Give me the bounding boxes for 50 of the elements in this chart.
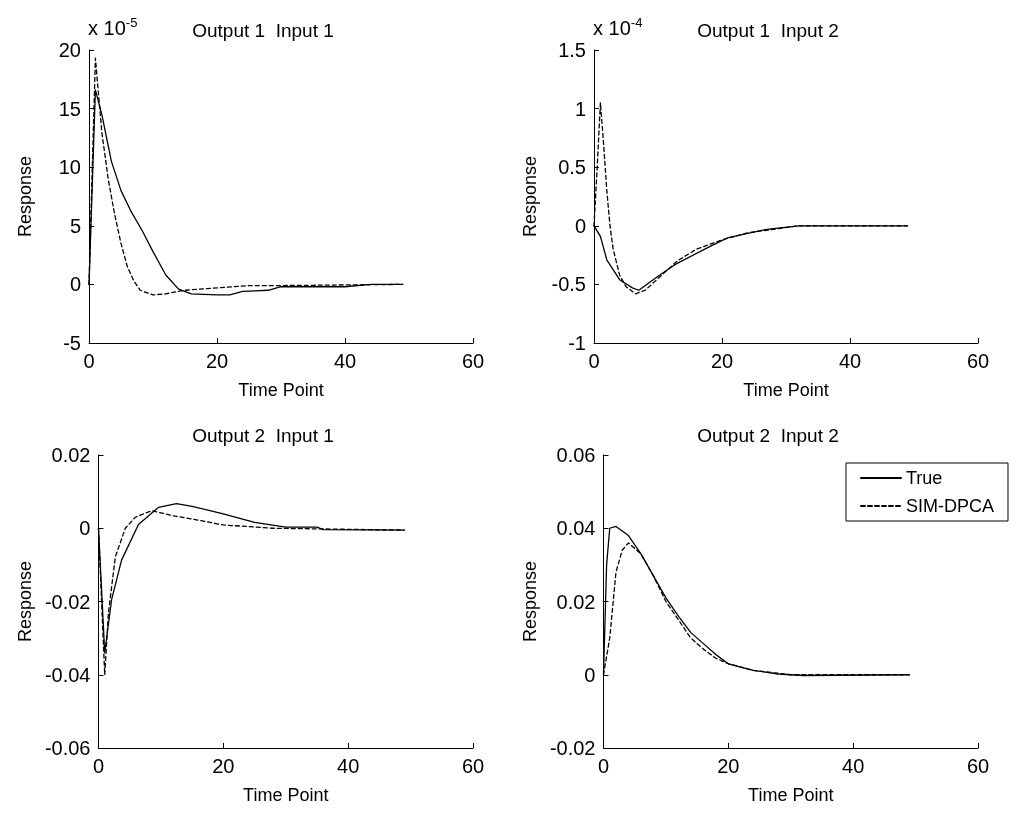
legend-label: SIM-DPCA: [906, 496, 995, 516]
chart-title: Output 1 Input 1: [192, 20, 334, 41]
y-tick-label: 20: [58, 39, 81, 61]
chart-title: Output 2 Input 1: [192, 425, 334, 446]
y-tick-label: 0: [574, 214, 586, 237]
x-tick-label: 0: [597, 755, 610, 777]
y-tick-label: -0.02: [44, 590, 91, 613]
x-tick-label: 40: [842, 755, 865, 777]
y-axis-title: Response: [15, 155, 35, 238]
x-tick-label: 60: [461, 350, 485, 372]
y-axis-title: Response: [15, 560, 35, 643]
x-tick-label: 60: [966, 755, 990, 777]
y-tick-label: 1: [574, 97, 586, 120]
y-tick-label: 0.5: [558, 156, 586, 179]
y-axis-title: Response: [520, 155, 540, 238]
y-tick-label: 0.06: [556, 444, 596, 466]
x-tick-label: 40: [337, 755, 360, 777]
y-tick-label: 5: [69, 214, 81, 237]
y-tick-label: -0.04: [44, 663, 91, 686]
y-tick-label: 15: [58, 97, 81, 120]
y-axis-title: Response: [520, 560, 540, 643]
y-tick-label: -5: [63, 332, 81, 354]
chart-title: Output 2 Input 2: [697, 425, 839, 446]
y-tick-label: 0.02: [51, 444, 91, 466]
x-tick-label: 20: [205, 350, 229, 372]
y-tick-label: 0: [69, 273, 81, 296]
x-axis-title: Time Point: [748, 785, 834, 805]
x-tick-label: 40: [333, 350, 357, 372]
x-tick-label: 60: [461, 755, 485, 777]
x-axis-title: Time Point: [238, 380, 324, 400]
chart-title: Output 1 Input 2: [697, 20, 839, 41]
x-tick-label: 20: [710, 350, 734, 372]
y-tick-label: 1.5: [558, 39, 586, 61]
x-tick-label: 40: [838, 350, 862, 372]
y-tick-label: 0.04: [556, 517, 596, 540]
y-tick-label: 0: [584, 663, 596, 686]
y-tick-label: 0: [79, 517, 91, 540]
y-tick-label: 0.02: [556, 590, 596, 613]
x-tick-label: 20: [717, 755, 740, 777]
x-tick-label: 60: [966, 350, 990, 372]
x-tick-label: 20: [212, 755, 235, 777]
y-tick-label: -0.5: [551, 273, 586, 296]
x-tick-label: 0: [92, 755, 105, 777]
y-tick-label: -0.06: [44, 737, 91, 759]
x-axis-title: Time Point: [243, 785, 329, 805]
y-tick-label: -1: [568, 332, 586, 354]
y-tick-label: 10: [58, 156, 81, 179]
legend-label: True: [906, 468, 943, 488]
x-axis-title: Time Point: [743, 380, 829, 400]
y-tick-label: -0.02: [549, 737, 596, 759]
